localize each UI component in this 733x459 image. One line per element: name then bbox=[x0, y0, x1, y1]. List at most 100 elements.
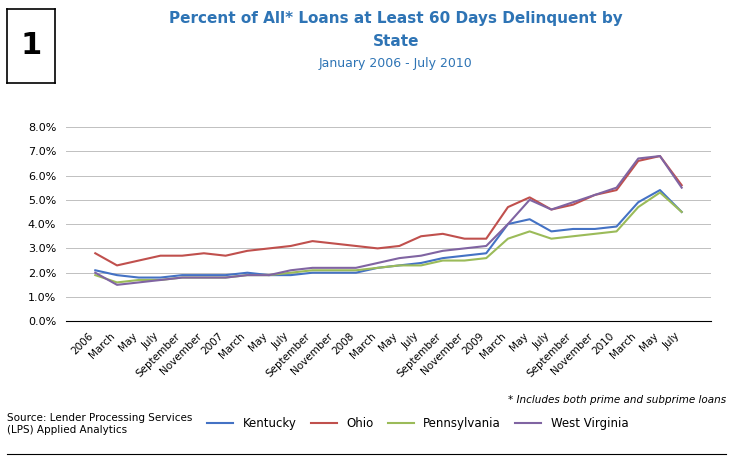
West Virginia bbox=[438, 248, 447, 253]
Pennsylvania bbox=[308, 268, 317, 273]
Ohio bbox=[460, 236, 469, 241]
West Virginia bbox=[265, 272, 273, 278]
West Virginia bbox=[373, 260, 382, 266]
Kentucky bbox=[504, 221, 512, 227]
Ohio bbox=[91, 251, 100, 256]
Ohio bbox=[156, 253, 165, 258]
Ohio bbox=[416, 234, 425, 239]
Pennsylvania bbox=[677, 209, 686, 215]
Pennsylvania bbox=[178, 275, 187, 280]
West Virginia bbox=[287, 268, 295, 273]
Pennsylvania bbox=[416, 263, 425, 268]
West Virginia bbox=[460, 246, 469, 251]
Pennsylvania bbox=[113, 280, 122, 285]
Ohio bbox=[243, 248, 251, 253]
West Virginia bbox=[416, 253, 425, 258]
Ohio bbox=[308, 238, 317, 244]
Text: 1: 1 bbox=[21, 31, 42, 61]
Pennsylvania bbox=[373, 265, 382, 271]
Kentucky bbox=[243, 270, 251, 275]
Text: State: State bbox=[372, 34, 419, 50]
Ohio bbox=[655, 153, 664, 159]
West Virginia bbox=[569, 200, 578, 205]
West Virginia bbox=[91, 270, 100, 275]
West Virginia bbox=[634, 156, 643, 161]
West Virginia bbox=[221, 275, 230, 280]
Ohio bbox=[590, 192, 599, 198]
Pennsylvania bbox=[243, 272, 251, 278]
West Virginia bbox=[134, 280, 143, 285]
Ohio bbox=[199, 251, 208, 256]
West Virginia bbox=[156, 277, 165, 283]
Pennsylvania bbox=[352, 268, 361, 273]
Kentucky bbox=[395, 263, 404, 268]
Pennsylvania bbox=[569, 234, 578, 239]
Pennsylvania bbox=[590, 231, 599, 236]
West Virginia bbox=[308, 265, 317, 271]
Kentucky bbox=[373, 265, 382, 271]
Ohio bbox=[352, 243, 361, 249]
West Virginia bbox=[590, 192, 599, 198]
West Virginia bbox=[330, 265, 339, 271]
West Virginia bbox=[482, 243, 490, 249]
Kentucky bbox=[330, 270, 339, 275]
West Virginia bbox=[655, 153, 664, 159]
Ohio bbox=[395, 243, 404, 249]
Kentucky bbox=[482, 251, 490, 256]
Pennsylvania bbox=[199, 275, 208, 280]
Ohio bbox=[504, 204, 512, 210]
Pennsylvania bbox=[265, 272, 273, 278]
Kentucky bbox=[416, 260, 425, 266]
Ohio bbox=[287, 243, 295, 249]
Pennsylvania bbox=[526, 229, 534, 234]
Kentucky bbox=[438, 255, 447, 261]
West Virginia bbox=[178, 275, 187, 280]
West Virginia bbox=[612, 185, 621, 190]
West Virginia bbox=[352, 265, 361, 271]
Pennsylvania bbox=[134, 277, 143, 283]
Kentucky bbox=[221, 272, 230, 278]
Line: Kentucky: Kentucky bbox=[95, 190, 682, 278]
Pennsylvania bbox=[287, 270, 295, 275]
Pennsylvania bbox=[438, 258, 447, 263]
Kentucky bbox=[199, 272, 208, 278]
West Virginia bbox=[199, 275, 208, 280]
Pennsylvania bbox=[655, 190, 664, 195]
West Virginia bbox=[526, 197, 534, 202]
Kentucky bbox=[308, 270, 317, 275]
Kentucky bbox=[655, 187, 664, 193]
West Virginia bbox=[113, 282, 122, 288]
Ohio bbox=[265, 246, 273, 251]
Pennsylvania bbox=[482, 255, 490, 261]
Text: Percent of All* Loans at Least 60 Days Delinquent by: Percent of All* Loans at Least 60 Days D… bbox=[169, 11, 623, 27]
Pennsylvania bbox=[612, 229, 621, 234]
Pennsylvania bbox=[156, 277, 165, 283]
Ohio bbox=[113, 263, 122, 268]
Ohio bbox=[134, 258, 143, 263]
Text: Source: Lender Processing Services
(LPS) Applied Analytics: Source: Lender Processing Services (LPS)… bbox=[7, 413, 193, 435]
Kentucky bbox=[569, 226, 578, 232]
Pennsylvania bbox=[221, 275, 230, 280]
Text: * Includes both prime and subprime loans: * Includes both prime and subprime loans bbox=[507, 395, 726, 405]
Kentucky bbox=[134, 275, 143, 280]
Kentucky bbox=[178, 272, 187, 278]
Line: Pennsylvania: Pennsylvania bbox=[95, 192, 682, 282]
Pennsylvania bbox=[330, 268, 339, 273]
Ohio bbox=[178, 253, 187, 258]
Ohio bbox=[612, 187, 621, 193]
Ohio bbox=[330, 241, 339, 246]
Kentucky bbox=[677, 209, 686, 215]
Line: Ohio: Ohio bbox=[95, 156, 682, 265]
Pennsylvania bbox=[504, 236, 512, 241]
Kentucky bbox=[352, 270, 361, 275]
Kentucky bbox=[91, 268, 100, 273]
West Virginia bbox=[243, 272, 251, 278]
Ohio bbox=[438, 231, 447, 236]
Kentucky bbox=[612, 224, 621, 230]
Ohio bbox=[482, 236, 490, 241]
Text: January 2006 - July 2010: January 2006 - July 2010 bbox=[319, 57, 473, 70]
Ohio bbox=[373, 246, 382, 251]
Ohio bbox=[526, 195, 534, 200]
Pennsylvania bbox=[91, 272, 100, 278]
Pennsylvania bbox=[395, 263, 404, 268]
